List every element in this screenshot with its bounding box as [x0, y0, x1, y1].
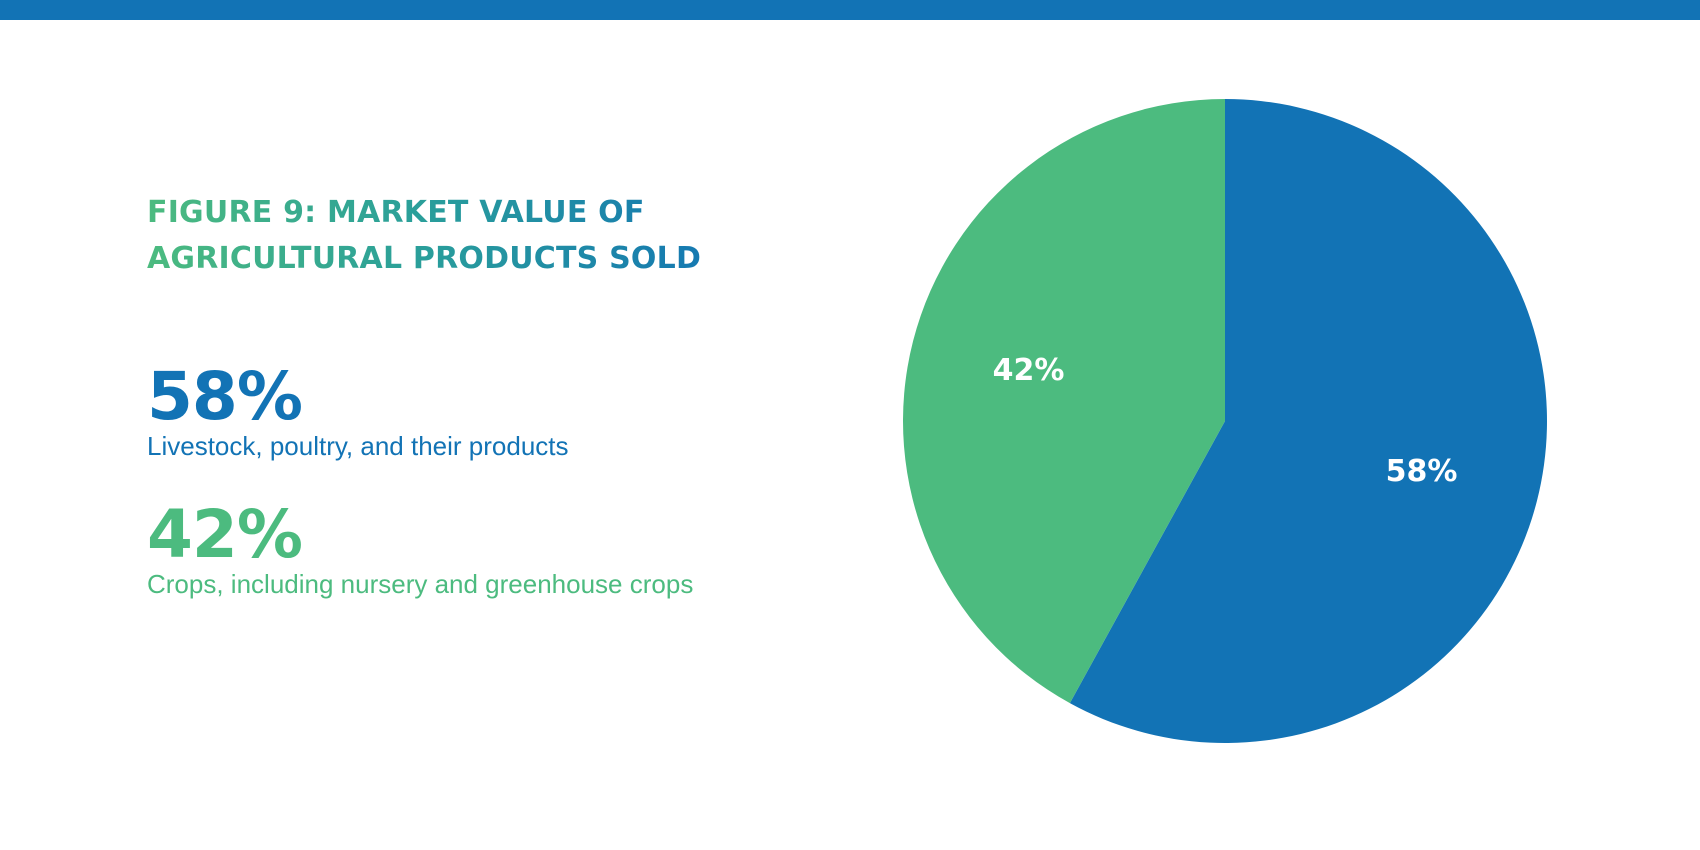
figure-title-line-1: FIGURE 9: MARKET VALUE OF	[147, 195, 645, 230]
figure-title: FIGURE 9: MARKET VALUE OF AGRICULTURAL P…	[147, 190, 747, 282]
figure-text-panel: FIGURE 9: MARKET VALUE OF AGRICULTURAL P…	[147, 190, 847, 600]
pie-slice-label-livestock: 58%	[1386, 454, 1458, 489]
legend-item-crops: 42% Crops, including nursery and greenho…	[147, 502, 847, 600]
figure-title-line-2: AGRICULTURAL PRODUCTS SOLD	[147, 241, 702, 276]
livestock-percent: 58%	[147, 358, 303, 435]
crops-description: Crops, including nursery and greenhouse …	[147, 569, 694, 599]
pie-chart: 58% 42%	[900, 96, 1550, 746]
top-accent-bar	[0, 0, 1700, 20]
pie-slice-label-crops: 42%	[993, 353, 1065, 388]
pie-slice-crops	[902, 99, 1225, 704]
legend-item-livestock: 58% Livestock, poultry, and their produc…	[147, 364, 847, 462]
livestock-description: Livestock, poultry, and their products	[147, 431, 569, 461]
pie-slice-livestock	[1069, 99, 1547, 743]
pie-chart-svg: 58% 42%	[902, 99, 1547, 743]
crops-percent: 42%	[147, 496, 303, 573]
